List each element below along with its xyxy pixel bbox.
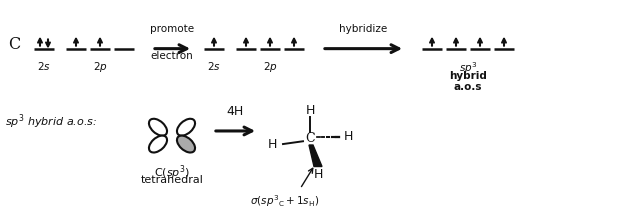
- Text: $sp^3$: $sp^3$: [459, 60, 477, 76]
- Text: a.o.s: a.o.s: [454, 82, 482, 92]
- Text: H: H: [305, 104, 314, 117]
- Ellipse shape: [149, 119, 167, 136]
- Polygon shape: [309, 145, 322, 167]
- Text: $\sigma(sp^3{}_\mathrm{C}+1s_\mathrm{H})$: $\sigma(sp^3{}_\mathrm{C}+1s_\mathrm{H})…: [250, 193, 319, 209]
- Text: $2s$: $2s$: [37, 60, 51, 72]
- Text: 4H: 4H: [227, 105, 243, 118]
- Text: H: H: [343, 130, 353, 143]
- Text: electron: electron: [150, 51, 193, 61]
- Text: $\mathrm{C}(sp^3)$: $\mathrm{C}(sp^3)$: [154, 164, 190, 182]
- Text: $2p$: $2p$: [263, 60, 277, 74]
- Ellipse shape: [149, 136, 167, 153]
- Text: C: C: [305, 132, 315, 145]
- Text: $2s$: $2s$: [207, 60, 221, 72]
- Text: H: H: [313, 168, 323, 181]
- Text: promote: promote: [150, 24, 194, 34]
- Text: hybrid: hybrid: [449, 71, 487, 81]
- Text: H: H: [267, 138, 276, 150]
- Ellipse shape: [177, 119, 195, 136]
- Text: tetrahedral: tetrahedral: [140, 175, 203, 185]
- Text: hybridize: hybridize: [339, 24, 387, 34]
- Text: $2p$: $2p$: [92, 60, 107, 74]
- Text: $sp^3$ hybrid a.o.s:: $sp^3$ hybrid a.o.s:: [5, 112, 97, 131]
- Ellipse shape: [177, 136, 195, 153]
- Text: C: C: [8, 36, 20, 54]
